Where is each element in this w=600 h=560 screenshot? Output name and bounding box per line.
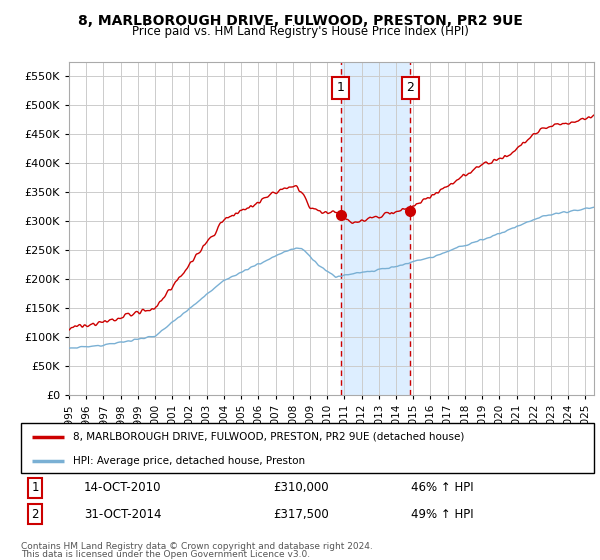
- Text: 31-OCT-2014: 31-OCT-2014: [84, 508, 161, 521]
- Text: HPI: Average price, detached house, Preston: HPI: Average price, detached house, Pres…: [73, 456, 305, 465]
- Text: 1: 1: [337, 81, 345, 94]
- FancyBboxPatch shape: [21, 423, 594, 473]
- Text: 46% ↑ HPI: 46% ↑ HPI: [410, 481, 473, 494]
- Text: This data is licensed under the Open Government Licence v3.0.: This data is licensed under the Open Gov…: [21, 550, 310, 559]
- Text: 49% ↑ HPI: 49% ↑ HPI: [410, 508, 473, 521]
- Text: 2: 2: [406, 81, 414, 94]
- Text: 14-OCT-2010: 14-OCT-2010: [84, 481, 161, 494]
- Bar: [341, 62, 410, 395]
- Text: £310,000: £310,000: [273, 481, 329, 494]
- Text: 8, MARLBOROUGH DRIVE, FULWOOD, PRESTON, PR2 9UE (detached house): 8, MARLBOROUGH DRIVE, FULWOOD, PRESTON, …: [73, 432, 464, 442]
- Text: 1: 1: [32, 481, 39, 494]
- Text: 2: 2: [32, 508, 39, 521]
- Text: Price paid vs. HM Land Registry's House Price Index (HPI): Price paid vs. HM Land Registry's House …: [131, 25, 469, 38]
- Text: £317,500: £317,500: [273, 508, 329, 521]
- Text: Contains HM Land Registry data © Crown copyright and database right 2024.: Contains HM Land Registry data © Crown c…: [21, 542, 373, 551]
- Text: 8, MARLBOROUGH DRIVE, FULWOOD, PRESTON, PR2 9UE: 8, MARLBOROUGH DRIVE, FULWOOD, PRESTON, …: [77, 14, 523, 28]
